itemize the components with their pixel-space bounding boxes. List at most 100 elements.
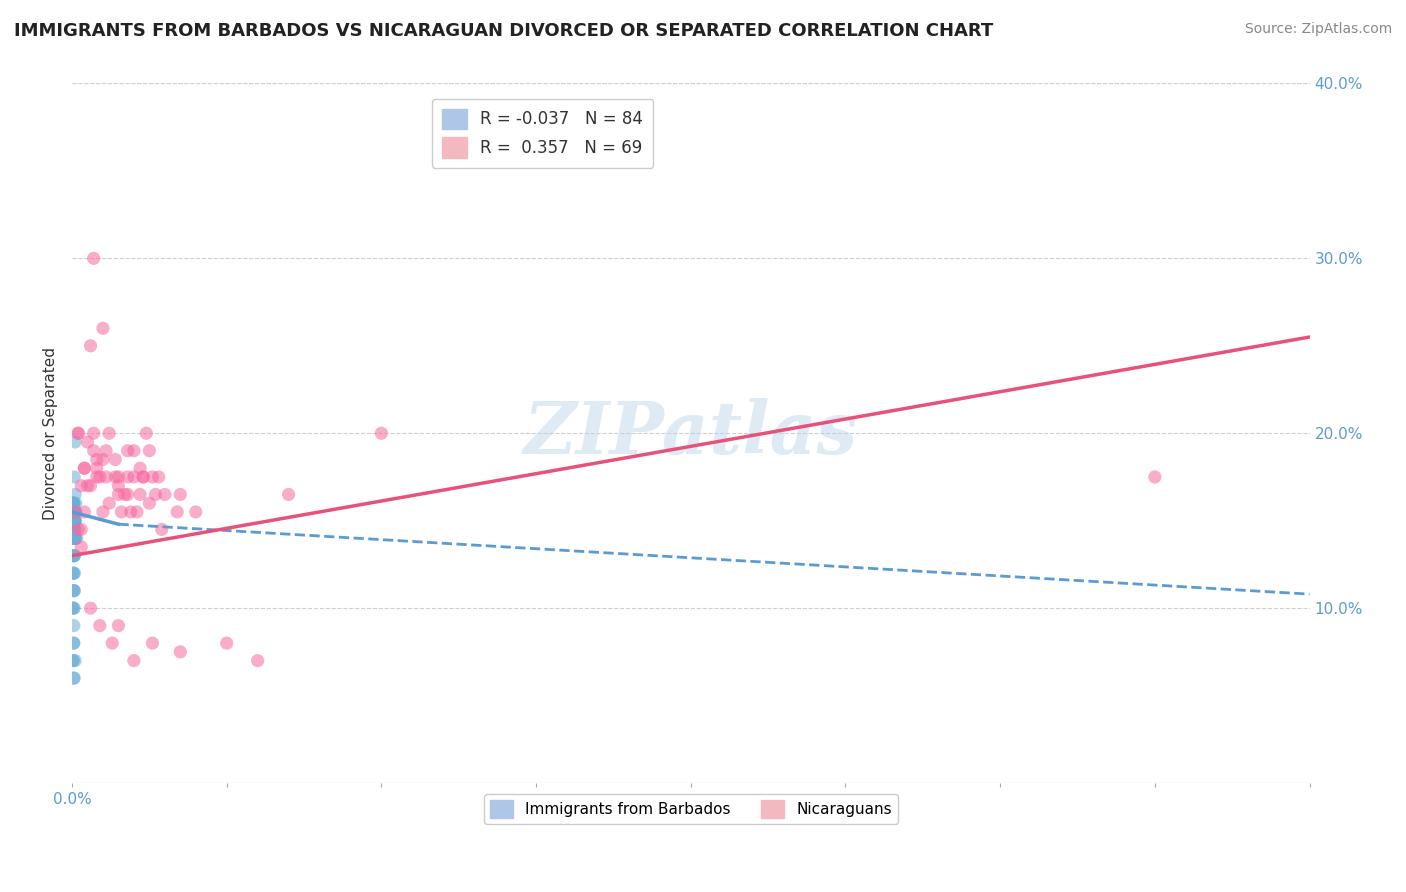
Point bbox=[70, 540, 93, 554]
Point bbox=[63, 523, 86, 537]
Point bbox=[63, 505, 86, 519]
Point bbox=[117, 470, 139, 484]
Point bbox=[148, 470, 170, 484]
Point bbox=[86, 452, 108, 467]
Point bbox=[83, 443, 105, 458]
Point bbox=[91, 452, 114, 467]
Point bbox=[63, 505, 86, 519]
Point bbox=[62, 566, 84, 581]
Point bbox=[104, 470, 127, 484]
Point bbox=[132, 470, 155, 484]
Point bbox=[63, 505, 86, 519]
Point bbox=[63, 583, 86, 598]
Point bbox=[63, 505, 86, 519]
Point bbox=[63, 514, 86, 528]
Point bbox=[129, 487, 152, 501]
Point bbox=[129, 461, 152, 475]
Point bbox=[91, 505, 114, 519]
Point bbox=[63, 496, 86, 510]
Point bbox=[94, 470, 117, 484]
Point bbox=[63, 505, 86, 519]
Point bbox=[62, 654, 84, 668]
Point bbox=[145, 487, 167, 501]
Point bbox=[63, 531, 86, 545]
Point bbox=[62, 523, 84, 537]
Point bbox=[70, 479, 93, 493]
Point bbox=[169, 645, 191, 659]
Point bbox=[107, 618, 129, 632]
Point bbox=[76, 434, 98, 449]
Point bbox=[89, 470, 111, 484]
Point bbox=[65, 514, 87, 528]
Point bbox=[63, 514, 86, 528]
Point bbox=[215, 636, 238, 650]
Point bbox=[86, 470, 108, 484]
Point bbox=[246, 654, 269, 668]
Point bbox=[63, 434, 86, 449]
Point bbox=[63, 531, 86, 545]
Point bbox=[79, 601, 101, 615]
Point bbox=[65, 496, 87, 510]
Point bbox=[1143, 470, 1166, 484]
Point bbox=[73, 461, 96, 475]
Point bbox=[62, 505, 84, 519]
Point bbox=[62, 601, 84, 615]
Point bbox=[62, 636, 84, 650]
Point bbox=[62, 514, 84, 528]
Point bbox=[63, 514, 86, 528]
Point bbox=[63, 505, 86, 519]
Point bbox=[63, 505, 86, 519]
Point bbox=[63, 654, 86, 668]
Point bbox=[62, 523, 84, 537]
Point bbox=[63, 549, 86, 563]
Point bbox=[150, 523, 173, 537]
Point bbox=[107, 487, 129, 501]
Point bbox=[63, 523, 86, 537]
Point bbox=[62, 523, 84, 537]
Point bbox=[63, 549, 86, 563]
Point bbox=[62, 496, 84, 510]
Point bbox=[63, 505, 86, 519]
Point bbox=[101, 636, 124, 650]
Point bbox=[63, 618, 86, 632]
Point bbox=[62, 566, 84, 581]
Point bbox=[98, 496, 121, 510]
Point bbox=[63, 531, 86, 545]
Point bbox=[63, 531, 86, 545]
Point bbox=[62, 531, 84, 545]
Point bbox=[63, 505, 86, 519]
Point bbox=[62, 496, 84, 510]
Point bbox=[67, 426, 90, 441]
Point bbox=[62, 496, 84, 510]
Point bbox=[63, 514, 86, 528]
Point bbox=[62, 601, 84, 615]
Point bbox=[63, 523, 86, 537]
Point bbox=[184, 505, 207, 519]
Point bbox=[62, 514, 84, 528]
Point bbox=[63, 470, 86, 484]
Point bbox=[110, 505, 132, 519]
Point bbox=[63, 531, 86, 545]
Point bbox=[73, 461, 96, 475]
Point bbox=[117, 487, 139, 501]
Y-axis label: Divorced or Separated: Divorced or Separated bbox=[44, 347, 58, 520]
Point bbox=[76, 479, 98, 493]
Point bbox=[63, 531, 86, 545]
Point bbox=[83, 252, 105, 266]
Point bbox=[62, 531, 84, 545]
Point bbox=[63, 505, 86, 519]
Point bbox=[79, 339, 101, 353]
Point bbox=[91, 321, 114, 335]
Point bbox=[62, 583, 84, 598]
Point bbox=[62, 654, 84, 668]
Point bbox=[62, 549, 84, 563]
Point bbox=[70, 523, 93, 537]
Point bbox=[63, 549, 86, 563]
Point bbox=[63, 583, 86, 598]
Point bbox=[63, 671, 86, 685]
Point bbox=[63, 523, 86, 537]
Point bbox=[63, 531, 86, 545]
Point bbox=[138, 496, 160, 510]
Point bbox=[122, 654, 145, 668]
Point bbox=[89, 618, 111, 632]
